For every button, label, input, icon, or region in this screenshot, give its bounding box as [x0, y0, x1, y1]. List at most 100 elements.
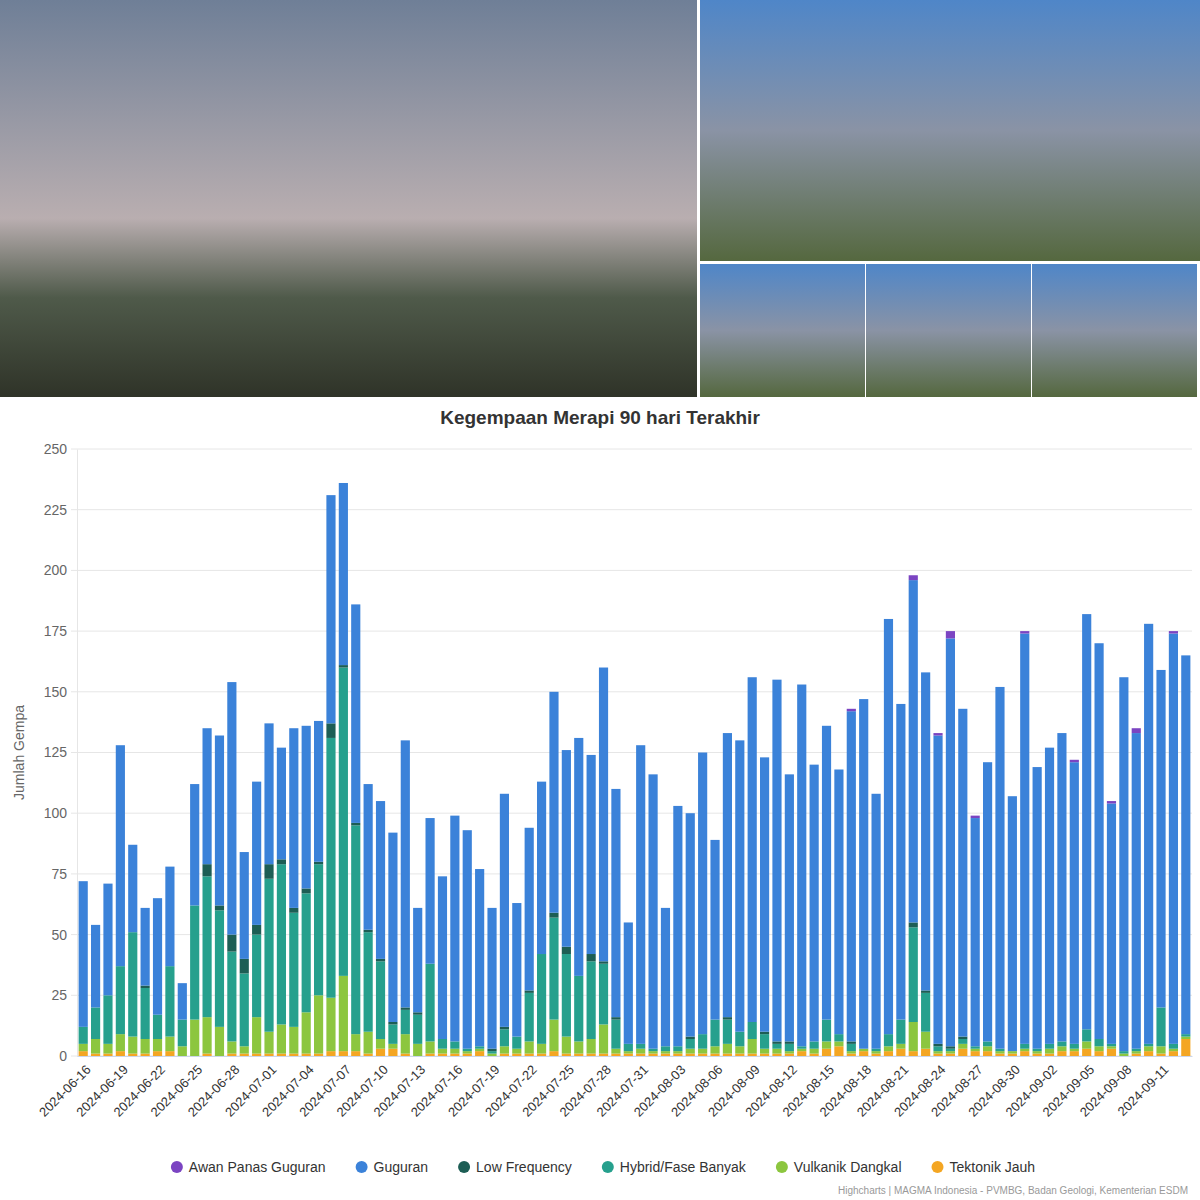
bar-segment — [785, 774, 794, 1041]
legend-symbol — [458, 1161, 470, 1173]
bar-segment — [884, 619, 893, 1034]
bar-segment — [549, 913, 558, 918]
bar-segment — [562, 1054, 571, 1056]
bar-segment — [760, 1054, 769, 1056]
bar-segment — [971, 818, 980, 1046]
legend-item[interactable]: Guguran — [356, 1159, 428, 1175]
bar-segment — [450, 815, 459, 816]
bar-segment — [810, 765, 819, 1042]
bar-segment — [587, 1039, 596, 1054]
bar-segment — [673, 1051, 682, 1053]
tick: 75 — [51, 866, 77, 882]
tick-label: 100 — [44, 805, 68, 821]
bar-segment — [351, 604, 360, 605]
bar-segment — [264, 723, 273, 864]
bar-segment — [500, 1054, 509, 1056]
legend-item[interactable]: Hybrid/Fase Banyak — [602, 1159, 747, 1175]
tick: 0 — [59, 1048, 77, 1064]
legend-item[interactable]: Low Frequency — [458, 1159, 572, 1175]
bar-segment — [302, 725, 311, 726]
bar-segment — [425, 818, 434, 819]
legend-item[interactable]: Awan Panas Guguran — [171, 1159, 326, 1175]
bar-segment — [1082, 614, 1091, 1029]
bar-segment — [388, 1024, 397, 1043]
bar-segment — [648, 774, 657, 1048]
bar-segment — [141, 908, 150, 986]
bar-segment — [772, 1049, 781, 1054]
bar-segment — [822, 1041, 831, 1048]
bar-segment — [896, 1049, 905, 1056]
bar-segment — [215, 910, 224, 1027]
bar-segment — [686, 1049, 695, 1054]
bar-segment — [326, 723, 335, 738]
photo — [700, 264, 865, 397]
bar-segment — [364, 1032, 373, 1054]
bar-segment — [1107, 803, 1116, 1043]
bar-segment — [587, 754, 596, 755]
bar-segment — [933, 1046, 942, 1051]
bar-segment — [698, 1034, 707, 1049]
bar-segment — [587, 1054, 596, 1056]
axis-line — [77, 450, 78, 1057]
bar-segment — [326, 1051, 335, 1056]
bar-segment — [599, 964, 608, 1025]
bar-segment — [698, 753, 707, 1035]
bar-segment — [252, 782, 261, 925]
bar-segment — [289, 728, 298, 729]
tick-label: 75 — [51, 866, 67, 882]
bar-segment — [1045, 1054, 1054, 1056]
photo — [866, 264, 1031, 397]
bar-segment — [425, 1041, 434, 1053]
bar-segment — [611, 1020, 620, 1049]
bar-segment — [339, 1051, 348, 1056]
bar-segment — [636, 745, 645, 746]
legend-label: Guguran — [374, 1159, 428, 1175]
bar-segment — [277, 747, 286, 748]
bar-segment — [91, 1054, 100, 1056]
bar-segment — [364, 784, 373, 785]
bar-segment — [810, 1041, 819, 1048]
bar-segment — [1144, 1051, 1153, 1056]
legend-item[interactable]: Tektonik Jauh — [932, 1159, 1036, 1175]
bar-segment — [1169, 1051, 1178, 1056]
bar-segment — [909, 1022, 918, 1051]
bar-segment — [599, 961, 608, 963]
grid-line — [71, 570, 1192, 571]
bar-segment — [475, 1051, 484, 1056]
bar-segment — [264, 1054, 273, 1056]
bar-segment — [302, 1054, 311, 1056]
bar-segment — [1020, 1044, 1029, 1049]
bar-segment — [1169, 1044, 1178, 1049]
bar-segment — [673, 805, 682, 806]
bar-segment — [364, 932, 373, 1032]
bar-segment — [599, 668, 608, 962]
bar-segment — [289, 908, 298, 913]
bar-segment — [215, 1027, 224, 1056]
bar-segment — [314, 862, 323, 864]
tick: 100 — [44, 805, 77, 821]
bar-segment — [834, 1034, 843, 1041]
bar-segment — [302, 726, 311, 889]
legend-item[interactable]: Vulkanik Dangkal — [776, 1159, 902, 1175]
bar-segment — [710, 1020, 719, 1047]
bar-segment — [512, 903, 521, 904]
bar-segment — [760, 1034, 769, 1049]
bar-segment — [896, 1044, 905, 1049]
bar-segment — [896, 1020, 905, 1044]
bar-segment — [822, 725, 831, 726]
bar-segment — [686, 1039, 695, 1049]
bar-segment — [673, 806, 682, 1046]
bar-segment — [599, 1024, 608, 1053]
series — [847, 575, 1178, 818]
bar-segment — [463, 1054, 472, 1056]
bar-segment — [1181, 655, 1190, 656]
bar-segment — [909, 1051, 918, 1056]
bar-segment — [562, 750, 571, 947]
bar-segment — [388, 1022, 397, 1024]
bar-segment — [587, 961, 596, 1039]
bar-segment — [599, 667, 608, 668]
bar-segment — [1156, 669, 1165, 670]
axis-line — [78, 1056, 1193, 1057]
bar-segment — [574, 738, 583, 976]
bar-segment — [933, 1054, 942, 1056]
